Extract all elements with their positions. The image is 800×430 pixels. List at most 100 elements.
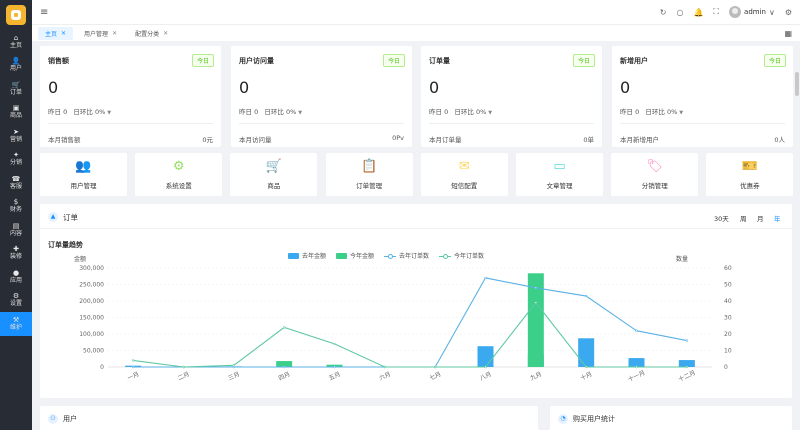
user-menu[interactable]: admin ∨ — [729, 6, 775, 18]
divider — [429, 123, 594, 124]
close-icon[interactable]: ✕ — [163, 29, 169, 37]
range-month[interactable]: 月 — [757, 215, 764, 223]
bar-this-year-amount — [276, 361, 293, 367]
y-left-tick-label: 300,000 — [79, 265, 104, 272]
data-point — [383, 365, 387, 369]
y-right-tick-label: 20 — [724, 331, 732, 338]
x-tick-label: 八月 — [479, 371, 493, 382]
stat-card: 订单量 今日 0 昨日 0 日环比 0% ▼ 本月订单量 0单 — [421, 46, 602, 147]
y-left-tick-label: 200,000 — [79, 298, 104, 305]
data-point — [534, 301, 538, 304]
legend-item[interactable]: 去年订单数 — [384, 251, 429, 260]
stat-title: 新增用户 — [620, 57, 648, 65]
sidebar-item-8[interactable]: ▤ 内容 — [0, 218, 32, 242]
x-tick-label: 九月 — [529, 370, 543, 382]
stat-month-value: 0Pv — [392, 134, 404, 142]
tab-bar: 主页 ✕ 用户管理 ✕ 配置分类 ✕ ▦ — [32, 24, 800, 41]
trend-arrow-icon: ▼ — [298, 110, 303, 116]
sidebar-item-label: 主页 — [9, 41, 22, 49]
sidebar-item-3[interactable]: ▣ 商品 — [0, 101, 32, 125]
x-tick-label: 三月 — [227, 371, 241, 382]
data-point — [484, 276, 487, 280]
sidebar-item-12[interactable]: ⚒ 维护 — [0, 312, 32, 336]
shortcut-card[interactable]: ▭ 文章管理 — [516, 153, 603, 196]
stat-compare: 昨日 0 日环比 0% ▼ — [429, 108, 493, 116]
goods-icon: ▣ — [12, 104, 20, 113]
menu-toggle-icon[interactable]: ≡ — [40, 6, 49, 18]
stat-compare: 昨日 0 日环比 0% ▼ — [239, 108, 303, 116]
y-right-axis-title: 数量 — [676, 256, 689, 263]
content-icon: ▤ — [12, 221, 20, 230]
shortcut-gear[interactable]: ⚙ 系统设置 — [135, 153, 223, 196]
legend-item[interactable]: 今年订单数 — [439, 251, 484, 260]
sidebar-item-label: 营销 — [9, 135, 22, 143]
maintenance-icon: ⚒ — [12, 315, 20, 324]
grid-icon[interactable]: ▦ — [784, 28, 792, 38]
stat-card: 新增用户 今日 0 昨日 0 日环比 0% ▼ 本月新增用户 0人 — [612, 46, 793, 147]
sidebar: ⌂ 主页 👤 用户 🛒 订单 ▣ 商品 ➤ 营销 ✦ 分销 ☎ 客服 $ 财务 ▤ 内容 ✚ 装修 ● 应用 ⚙ 设置 ⚒ 维护 — [0, 0, 32, 430]
data-point — [282, 365, 286, 369]
x-tick-label: 七月 — [428, 370, 442, 382]
sidebar-item-label: 客服 — [9, 182, 22, 190]
close-icon[interactable]: ✕ — [61, 29, 67, 37]
data-point — [232, 364, 236, 367]
shortcut-mail[interactable]: ✉ 短信配置 — [420, 153, 508, 196]
order-panel-title: 订单 — [63, 213, 78, 222]
data-point — [635, 329, 638, 332]
refresh-icon[interactable]: ↻ — [659, 7, 667, 17]
sidebar-item-0[interactable]: ⌂ 主页 — [0, 30, 32, 54]
sidebar-item-2[interactable]: 🛒 订单 — [0, 77, 32, 101]
range-year[interactable]: 年 — [774, 215, 781, 223]
sidebar-item-9[interactable]: ✚ 装修 — [0, 242, 32, 266]
legend-item[interactable]: 去年金额 — [288, 251, 326, 260]
data-point — [182, 365, 185, 369]
data-point — [131, 365, 135, 369]
shortcut-tag[interactable]: 🏷 分销管理 — [611, 153, 699, 196]
sidebar-item-1[interactable]: 👤 用户 — [0, 54, 32, 78]
range-week[interactable]: 周 — [740, 215, 747, 223]
sidebar-item-7[interactable]: $ 财务 — [0, 195, 32, 219]
sidebar-item-label: 用户 — [9, 65, 22, 73]
home-icon: ⌂ — [13, 33, 19, 42]
data-point — [484, 365, 487, 369]
bar-last-year-amount — [578, 338, 595, 367]
app-logo[interactable] — [0, 0, 32, 30]
tab-label: 用户管理 — [84, 30, 109, 38]
y-left-tick-label: 100,000 — [79, 331, 104, 338]
search-icon[interactable]: ○ — [676, 7, 684, 17]
shortcut-cart[interactable]: 🛒 商品 — [230, 153, 318, 196]
order-trend-chart: 0 0 50,000 10 100,000 20 150,000 30 200,000 40 250… — [79, 265, 732, 383]
fullscreen-icon[interactable]: ⛶ — [713, 7, 720, 16]
bell-icon[interactable]: 🔔 — [693, 7, 704, 17]
shortcut-users[interactable]: 👥 用户管理 — [40, 153, 127, 196]
sidebar-item-6[interactable]: ☎ 客服 — [0, 171, 32, 195]
shortcut-coupon[interactable]: 🎫 优惠券 — [706, 153, 794, 196]
tab-0[interactable]: 主页 ✕ — [38, 26, 74, 40]
stat-value: 0 — [620, 78, 631, 97]
stat-month-label: 本月订单量 — [429, 136, 462, 144]
divider — [620, 123, 785, 124]
scrollbar-thumb[interactable] — [795, 72, 799, 96]
tab-1[interactable]: 用户管理 ✕ — [77, 27, 124, 40]
today-badge: 今日 — [191, 54, 214, 67]
settings-icon[interactable]: ⚙ — [784, 7, 792, 17]
sidebar-item-10[interactable]: ● 应用 — [0, 265, 32, 289]
legend-item[interactable]: 今年金额 — [336, 251, 374, 260]
shortcut-clipboard[interactable]: 📋 订单管理 — [325, 153, 413, 196]
sidebar-item-4[interactable]: ➤ 营销 — [0, 124, 32, 148]
shortcut-label: 优惠券 — [740, 182, 760, 190]
order-panel: ▲ 订单 30天 周 月 年 订单量趋势 金额 数量 去年金额 今年金额 去年订… — [40, 204, 792, 398]
range-30days[interactable]: 30天 — [714, 215, 729, 223]
y-left-tick-label: 0 — [100, 364, 104, 371]
tab-2[interactable]: 配置分类 ✕ — [128, 27, 175, 40]
card-icon: ▭ — [553, 159, 566, 174]
sidebar-item-5[interactable]: ✦ 分销 — [0, 148, 32, 172]
today-badge: 今日 — [763, 54, 786, 67]
stat-month-value: 0人 — [774, 136, 785, 144]
sidebar-item-label: 订单 — [9, 88, 22, 96]
sidebar-item-11[interactable]: ⚙ 设置 — [0, 289, 32, 313]
avatar — [729, 6, 742, 18]
today-badge: 今日 — [382, 54, 405, 67]
data-point — [131, 359, 135, 362]
close-icon[interactable]: ✕ — [112, 29, 118, 37]
